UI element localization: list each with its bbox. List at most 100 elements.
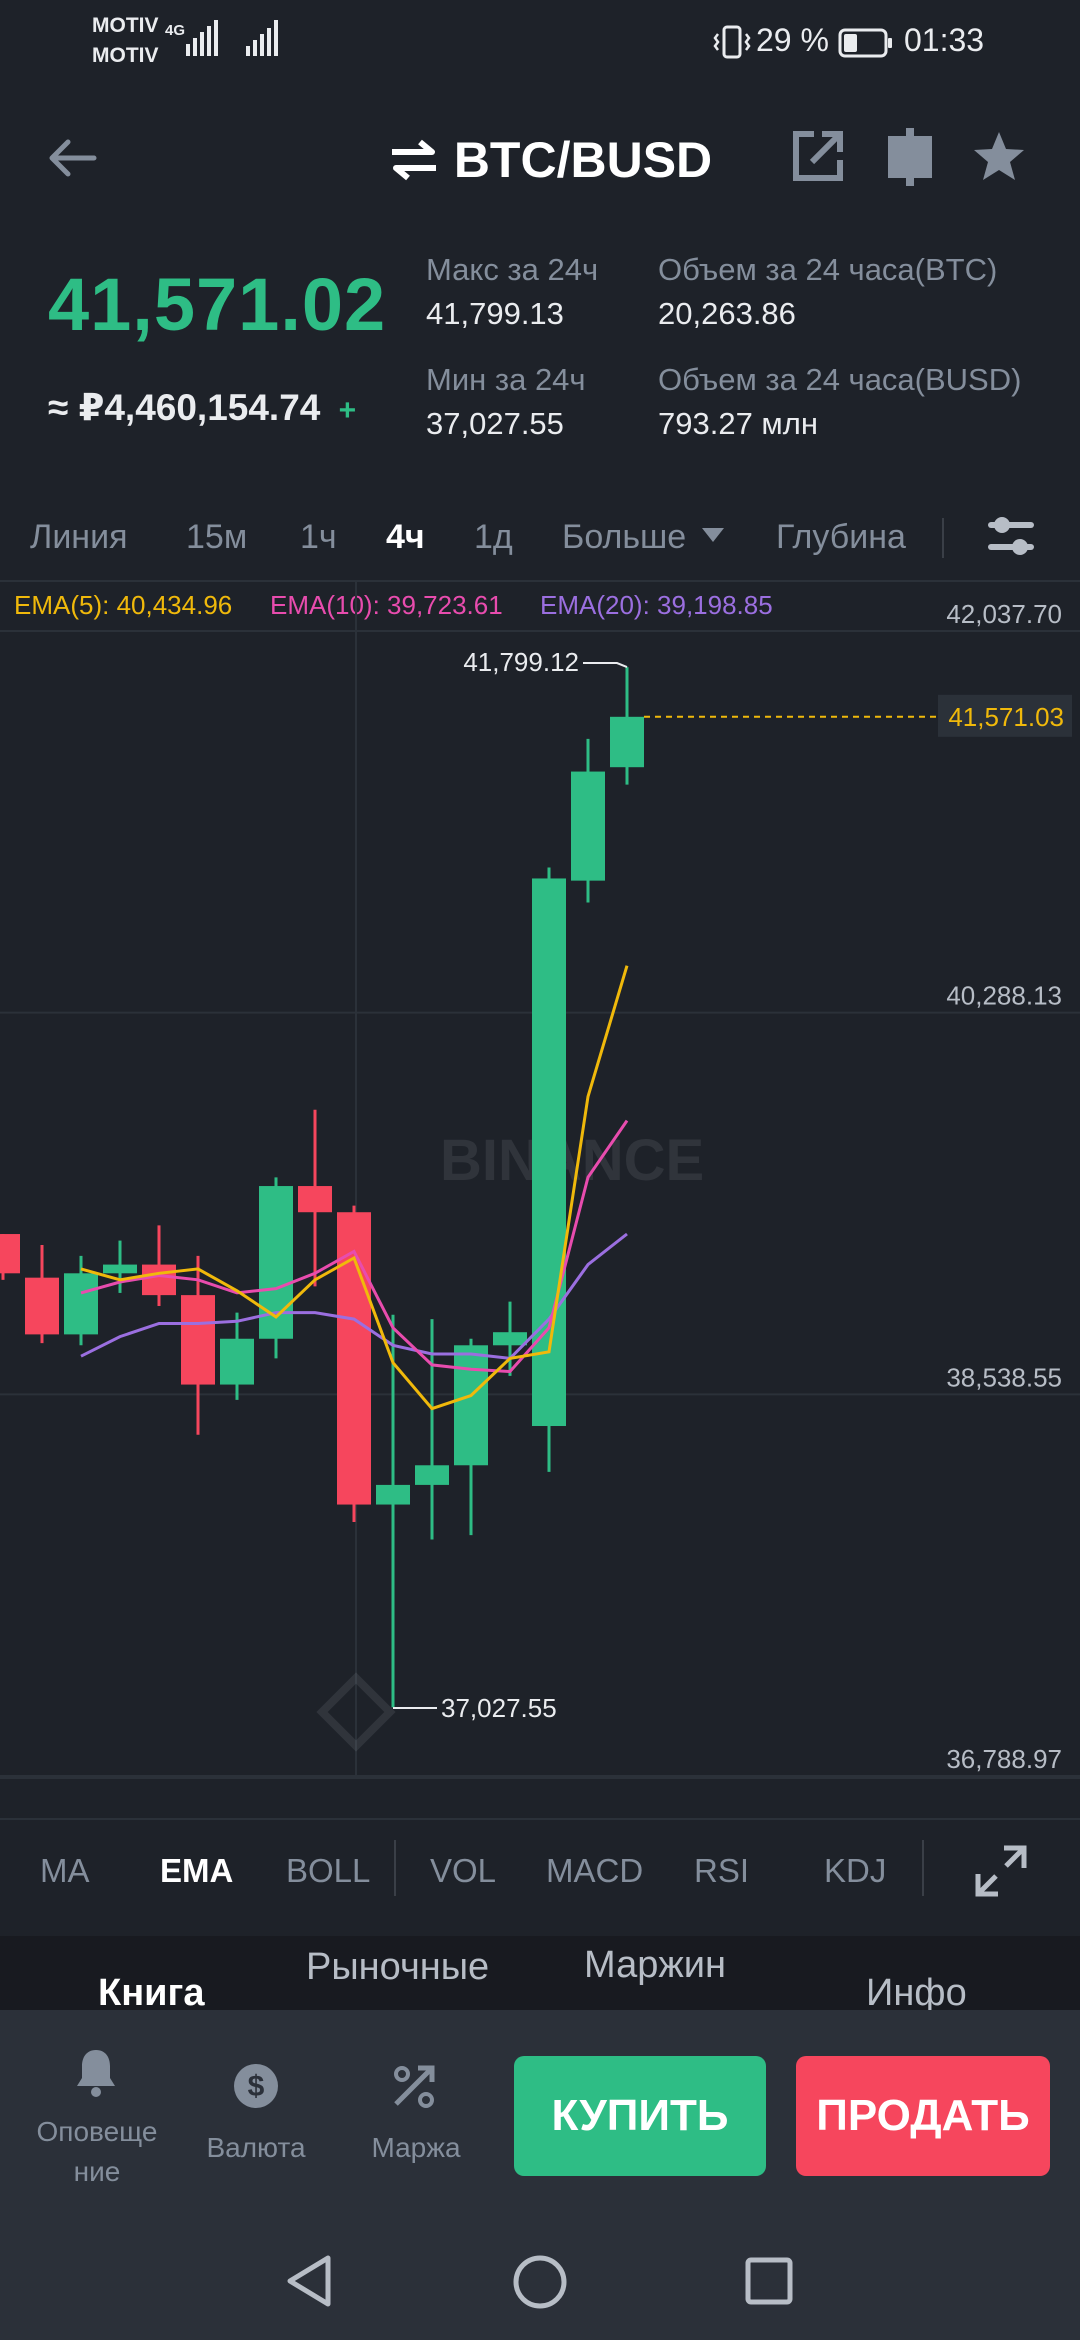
alert-label-2[interactable]: ние — [73, 2156, 121, 2187]
candle-body — [376, 1484, 410, 1505]
candle — [181, 1255, 215, 1435]
y-tick-label: 42,037.70 — [946, 599, 1062, 629]
vol-quote-label: Объем за 24 часа(BUSD) — [658, 362, 1022, 397]
tab-depth[interactable]: Глубина — [776, 518, 906, 556]
battery-percent: 29 % — [756, 22, 829, 58]
tab-15m[interactable]: 15м — [186, 518, 248, 556]
pair-title[interactable]: BTC/BUSD — [380, 130, 720, 190]
ema10-line — [80, 1119, 629, 1374]
buy-button[interactable]: КУПИТЬ — [514, 2056, 766, 2176]
candle — [0, 1234, 20, 1280]
candlestick-chart[interactable]: BINANCE 42,037.70 40,288.13 38,538.55 36,78… — [0, 582, 1080, 1782]
ind-boll[interactable]: BOLL — [286, 1852, 371, 1889]
carrier-2: MOTIV — [92, 44, 159, 67]
y-tick-label: 36,788.97 — [946, 1744, 1062, 1774]
watermark-text: BINANCE — [440, 1128, 704, 1193]
x-tick-label: 2022-02-28 05:00 — [322, 1778, 527, 1782]
ema5-label: EMA(5): 40,434.96 — [14, 590, 233, 620]
android-nav-bar — [0, 2220, 1080, 2340]
nav-recents-icon[interactable] — [744, 2256, 794, 2306]
tab-1d[interactable]: 1д — [474, 518, 513, 556]
vibrate-icon — [713, 25, 751, 59]
ind-kdj[interactable]: KDJ — [824, 1852, 887, 1889]
vol-base-value: 20,263.86 — [658, 296, 796, 331]
candle-body — [493, 1332, 527, 1346]
candle-body — [220, 1338, 254, 1385]
candle — [610, 667, 644, 785]
nav-home-icon[interactable] — [512, 2254, 568, 2310]
vol-quote-value: 793.27 млн — [658, 406, 818, 441]
candle-body — [25, 1277, 59, 1335]
tab-line[interactable]: Линия — [30, 518, 128, 556]
ind-rsi[interactable]: RSI — [694, 1852, 750, 1889]
tab-more-label: Больше — [562, 518, 687, 556]
settings-sliders-icon[interactable] — [986, 514, 1036, 558]
candle — [532, 867, 566, 1472]
sell-button[interactable]: ПРОДАТЬ — [796, 2056, 1050, 2176]
y-tick-label: 38,538.55 — [946, 1362, 1062, 1392]
dollar-icon[interactable]: $ — [232, 2062, 280, 2110]
candle — [142, 1225, 176, 1307]
signal-icon — [186, 20, 218, 56]
swap-icon — [391, 139, 436, 181]
bell-icon[interactable] — [74, 2046, 118, 2098]
network-type: 4G — [165, 22, 186, 39]
margin-label[interactable]: Маржа — [371, 2132, 461, 2163]
star-icon[interactable] — [972, 130, 1026, 182]
candle — [454, 1338, 488, 1536]
candle — [376, 1314, 410, 1708]
margin-percent-icon[interactable] — [390, 2060, 438, 2110]
arrow-left-icon[interactable] — [44, 136, 100, 180]
fiat-price-value: ≈ ₽4,460,154.74 — [48, 387, 321, 428]
candle-body — [181, 1295, 215, 1385]
y-axis-labels: 42,037.70 40,288.13 38,538.55 36,788.97 — [946, 599, 1062, 1774]
carrier-1: MOTIV — [92, 14, 159, 37]
candle-body — [142, 1264, 176, 1296]
tab-market-trades[interactable]: Рыночные — [306, 1946, 490, 1988]
fullscreen-icon[interactable] — [974, 1844, 1028, 1898]
vol-base-label: Объем за 24 часа(BTC) — [658, 252, 998, 287]
ema5-line — [80, 965, 629, 1411]
candle-body — [64, 1273, 98, 1335]
candle-body — [103, 1264, 137, 1274]
candle — [220, 1312, 254, 1400]
share-icon[interactable] — [790, 128, 846, 184]
tab-4h[interactable]: 4ч — [386, 518, 425, 556]
candle — [259, 1177, 293, 1359]
ind-macd[interactable]: MACD — [546, 1852, 644, 1889]
ind-ema[interactable]: EMA — [160, 1852, 234, 1889]
tab-margin[interactable]: Маржин — [584, 1944, 726, 1986]
candle-body — [532, 878, 566, 1427]
last-price-tag-text: 41,571.03 — [948, 702, 1064, 732]
tab-info[interactable]: Инфо — [866, 1972, 967, 2014]
candle-body — [571, 771, 605, 881]
currency-label[interactable]: Валюта — [206, 2132, 306, 2163]
tab-more[interactable]: Больше — [562, 518, 726, 557]
chart-top-border — [0, 580, 1080, 582]
candle-body — [0, 1234, 20, 1274]
x-tick-label: 22-02-26 17:00 — [0, 1778, 176, 1782]
candle-body — [337, 1212, 371, 1505]
tab-book[interactable]: Книга — [98, 1972, 205, 2014]
candle — [415, 1319, 449, 1540]
alert-label-1[interactable]: Оповеще — [36, 2116, 158, 2147]
ema20-label: EMA(20): 39,198.85 — [540, 590, 773, 620]
tab-1h[interactable]: 1ч — [300, 518, 337, 556]
layout-icon[interactable] — [884, 126, 936, 188]
ema-lines — [80, 965, 629, 1411]
ema10-label: EMA(10): 39,723.61 — [270, 590, 503, 620]
ind-divider-2 — [922, 1840, 924, 1896]
battery-icon — [838, 28, 892, 58]
caret-down-icon — [701, 528, 724, 542]
high-value: 41,799.13 — [426, 296, 564, 331]
last-price: 41,571.02 — [48, 263, 387, 346]
status-bar: MOTIV MOTIV 4G 29 % 01:33 — [0, 0, 1080, 84]
candle — [571, 738, 605, 903]
low-label: Мин за 24ч — [426, 362, 586, 397]
signal-icon-2 — [246, 20, 278, 56]
fiat-change-sign: + — [338, 394, 357, 427]
low-value: 37,027.55 — [426, 406, 564, 441]
nav-back-icon[interactable] — [284, 2254, 334, 2308]
ind-ma[interactable]: MA — [40, 1852, 90, 1889]
ind-vol[interactable]: VOL — [430, 1852, 497, 1889]
